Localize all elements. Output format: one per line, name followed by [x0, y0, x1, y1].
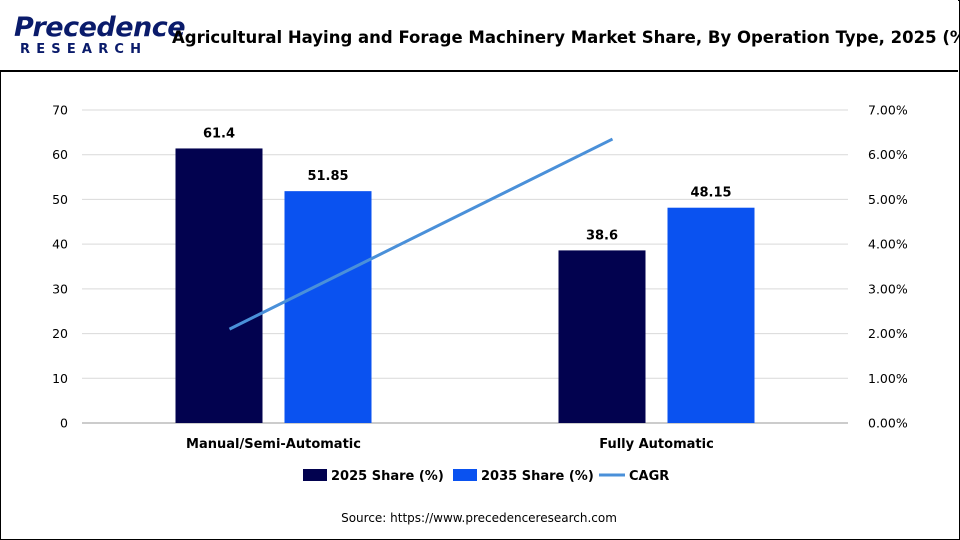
legend-label: 2025 Share (%) — [331, 469, 444, 484]
bar-data-label: 61.4 — [203, 126, 235, 141]
source-note: Source: https://www.precedenceresearch.c… — [341, 511, 617, 525]
brand-name-top: Precedence — [14, 12, 186, 43]
bar — [284, 191, 372, 423]
y-tick-label: 50 — [52, 192, 68, 207]
bar-data-label: 51.85 — [307, 169, 348, 184]
legend-label: CAGR — [629, 469, 669, 484]
legend-swatch — [453, 469, 477, 481]
y-tick-label: 10 — [52, 371, 68, 386]
brand-name-bottom: RESEARCH — [20, 42, 148, 57]
bar — [558, 250, 646, 423]
brand-logo: Precedence RESEARCH — [14, 12, 186, 60]
legend-swatch — [303, 469, 327, 481]
chart-canvas: 0 10 20 30 40 50 60 70 0.00% 1.00% 2.00% 3.00% 4.00%… — [52, 103, 908, 485]
y-tick-label: 40 — [52, 237, 68, 252]
y-tick-label: 70 — [52, 103, 68, 118]
y2-tick-label: 0.00% — [868, 416, 908, 431]
y2-tick-label: 1.00% — [868, 371, 908, 386]
bar-data-label: 48.15 — [690, 186, 731, 201]
header: Precedence RESEARCH Agricultural Haying … — [0, 0, 960, 72]
bar-data-label: 38.6 — [586, 228, 618, 243]
series-line-cagr — [228, 137, 614, 331]
x-tick-label: Manual/Semi-Automatic — [186, 437, 361, 452]
y-tick-label: 30 — [52, 281, 68, 296]
y2-tick-label: 3.00% — [868, 281, 908, 296]
y2-tick-label: 4.00% — [868, 237, 908, 252]
bar — [667, 207, 755, 423]
y2-tick-label: 5.00% — [868, 192, 908, 207]
bar — [175, 148, 263, 423]
legend-label: 2035 Share (%) — [481, 469, 594, 484]
x-tick-label: Fully Automatic — [599, 437, 714, 452]
y-tick-label: 20 — [52, 326, 68, 341]
y2-tick-label: 7.00% — [868, 103, 908, 118]
y-tick-label: 60 — [52, 147, 68, 162]
chart-title: Agricultural Haying and Forage Machinery… — [172, 28, 960, 47]
y-tick-label: 0 — [60, 416, 68, 431]
y2-tick-label: 2.00% — [868, 326, 908, 341]
y2-tick-label: 6.00% — [868, 147, 908, 162]
